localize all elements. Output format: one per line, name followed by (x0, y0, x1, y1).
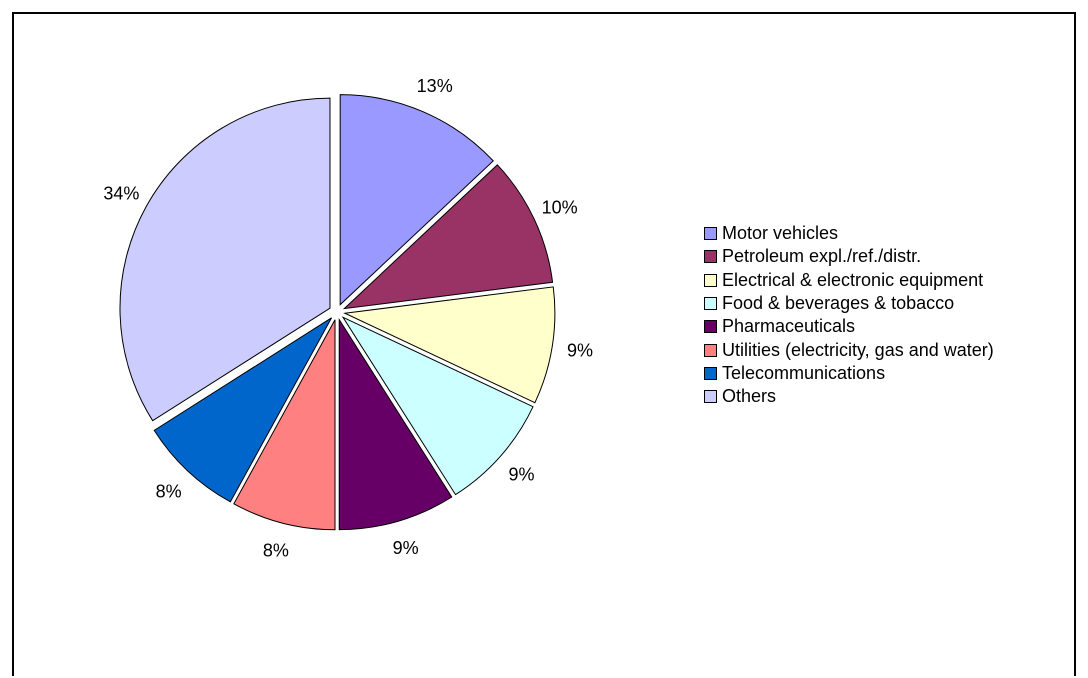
pie-slice (153, 317, 332, 503)
legend-label: Electrical & electronic equipment (722, 269, 984, 290)
legend-swatch (704, 320, 717, 334)
pie-slice (339, 94, 494, 306)
pie-slice (342, 164, 554, 310)
slice-value-label: 34% (103, 183, 139, 203)
chart-frame (12, 12, 1076, 676)
legend-item: Motor vehicles (704, 222, 994, 245)
pie-slice (119, 97, 331, 422)
legend-item: Telecommunications (704, 362, 994, 385)
legend-item: Pharmaceuticals (704, 315, 994, 338)
legend-label: Telecommunications (722, 362, 886, 383)
legend-swatch (704, 297, 717, 311)
slice-value-label: 10% (542, 197, 578, 217)
legend-swatch (704, 273, 717, 287)
pie-slice (338, 317, 453, 531)
slice-value-label: 9% (567, 340, 593, 360)
legend-label: Motor vehicles (722, 223, 839, 244)
slice-value-label: 13% (417, 76, 453, 96)
legend-label: Others (722, 386, 777, 407)
legend-swatch (704, 227, 717, 241)
legend-item: Utilities (electricity, gas and water) (704, 338, 994, 361)
legend-item: Food & beverages & tobacco (704, 292, 994, 315)
slice-value-label: 8% (156, 481, 182, 501)
slice-value-label: 8% (263, 540, 289, 560)
legend-item: Others (704, 385, 994, 408)
slice-value-label: 9% (509, 465, 535, 485)
legend: Motor vehicles Petroleum expl./ref./distr… (704, 222, 994, 408)
legend-label: Petroleum expl./ref./distr. (722, 246, 922, 267)
legend-swatch (704, 366, 717, 380)
pie-slice (233, 319, 336, 531)
legend-item: Electrical & electronic equipment (704, 269, 994, 292)
pie-slice (343, 286, 556, 404)
legend-label: Utilities (electricity, gas and water) (722, 339, 994, 360)
legend-swatch (704, 250, 717, 264)
legend-label: Pharmaceuticals (722, 316, 856, 337)
legend-label: Food & beverages & tobacco (722, 293, 955, 314)
legend-swatch (704, 343, 717, 357)
pie-slice (341, 316, 534, 496)
legend-item: Petroleum expl./ref./distr. (704, 245, 994, 268)
legend-swatch (704, 390, 717, 404)
slice-value-label: 9% (393, 538, 419, 558)
